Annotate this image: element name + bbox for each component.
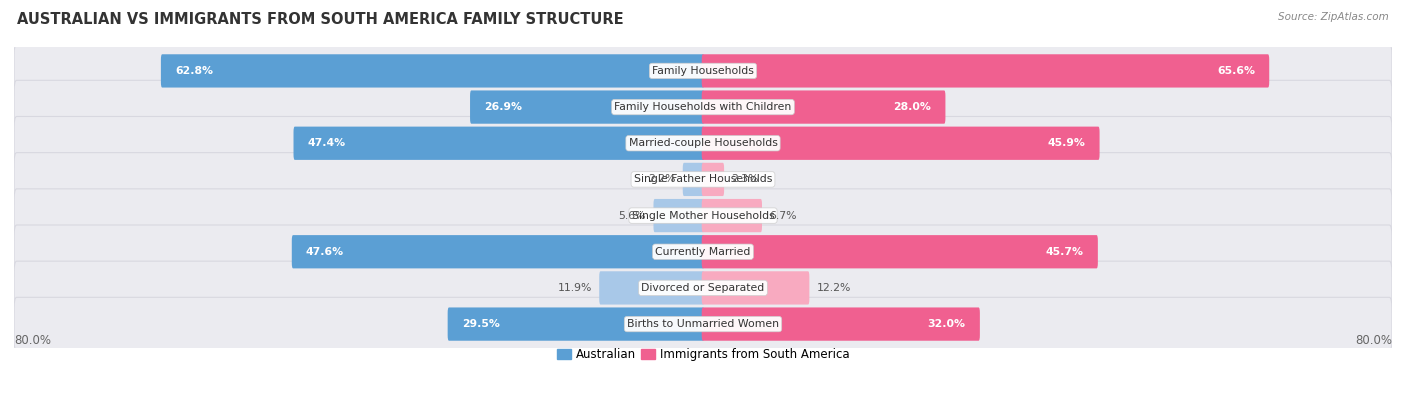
FancyBboxPatch shape [14,225,1392,278]
Text: Married-couple Households: Married-couple Households [628,138,778,148]
Text: 80.0%: 80.0% [1355,333,1392,346]
FancyBboxPatch shape [470,90,704,124]
FancyBboxPatch shape [599,271,704,305]
Text: Single Father Households: Single Father Households [634,175,772,184]
Text: 6.7%: 6.7% [769,211,797,220]
FancyBboxPatch shape [294,127,704,160]
FancyBboxPatch shape [447,307,704,341]
FancyBboxPatch shape [702,163,724,196]
Text: Currently Married: Currently Married [655,247,751,257]
Text: Family Households: Family Households [652,66,754,76]
Text: Source: ZipAtlas.com: Source: ZipAtlas.com [1278,12,1389,22]
FancyBboxPatch shape [702,199,762,232]
Text: Family Households with Children: Family Households with Children [614,102,792,112]
Text: 29.5%: 29.5% [461,319,499,329]
FancyBboxPatch shape [14,297,1392,351]
Text: 47.6%: 47.6% [307,247,344,257]
Legend: Australian, Immigrants from South America: Australian, Immigrants from South Americ… [553,343,853,366]
Text: 62.8%: 62.8% [176,66,214,76]
Text: 80.0%: 80.0% [14,333,51,346]
Text: 32.0%: 32.0% [928,319,966,329]
FancyBboxPatch shape [14,80,1392,134]
Text: Divorced or Separated: Divorced or Separated [641,283,765,293]
FancyBboxPatch shape [702,54,1270,88]
Text: 5.6%: 5.6% [619,211,647,220]
FancyBboxPatch shape [702,271,810,305]
Text: 12.2%: 12.2% [817,283,851,293]
Text: 11.9%: 11.9% [558,283,592,293]
Text: Single Mother Households: Single Mother Households [631,211,775,220]
FancyBboxPatch shape [702,235,1098,268]
Text: 45.9%: 45.9% [1047,138,1085,148]
Text: 45.7%: 45.7% [1046,247,1084,257]
Text: 65.6%: 65.6% [1218,66,1256,76]
Text: 47.4%: 47.4% [308,138,346,148]
FancyBboxPatch shape [702,307,980,341]
Text: 2.3%: 2.3% [731,175,759,184]
Text: 2.2%: 2.2% [648,175,675,184]
FancyBboxPatch shape [683,163,704,196]
FancyBboxPatch shape [14,152,1392,206]
Text: 26.9%: 26.9% [484,102,522,112]
FancyBboxPatch shape [654,199,704,232]
FancyBboxPatch shape [702,90,945,124]
Text: 28.0%: 28.0% [893,102,931,112]
FancyBboxPatch shape [14,117,1392,170]
Text: AUSTRALIAN VS IMMIGRANTS FROM SOUTH AMERICA FAMILY STRUCTURE: AUSTRALIAN VS IMMIGRANTS FROM SOUTH AMER… [17,12,623,27]
FancyBboxPatch shape [702,127,1099,160]
FancyBboxPatch shape [14,261,1392,315]
FancyBboxPatch shape [292,235,704,268]
Text: Births to Unmarried Women: Births to Unmarried Women [627,319,779,329]
FancyBboxPatch shape [14,189,1392,243]
FancyBboxPatch shape [160,54,704,88]
FancyBboxPatch shape [14,44,1392,98]
